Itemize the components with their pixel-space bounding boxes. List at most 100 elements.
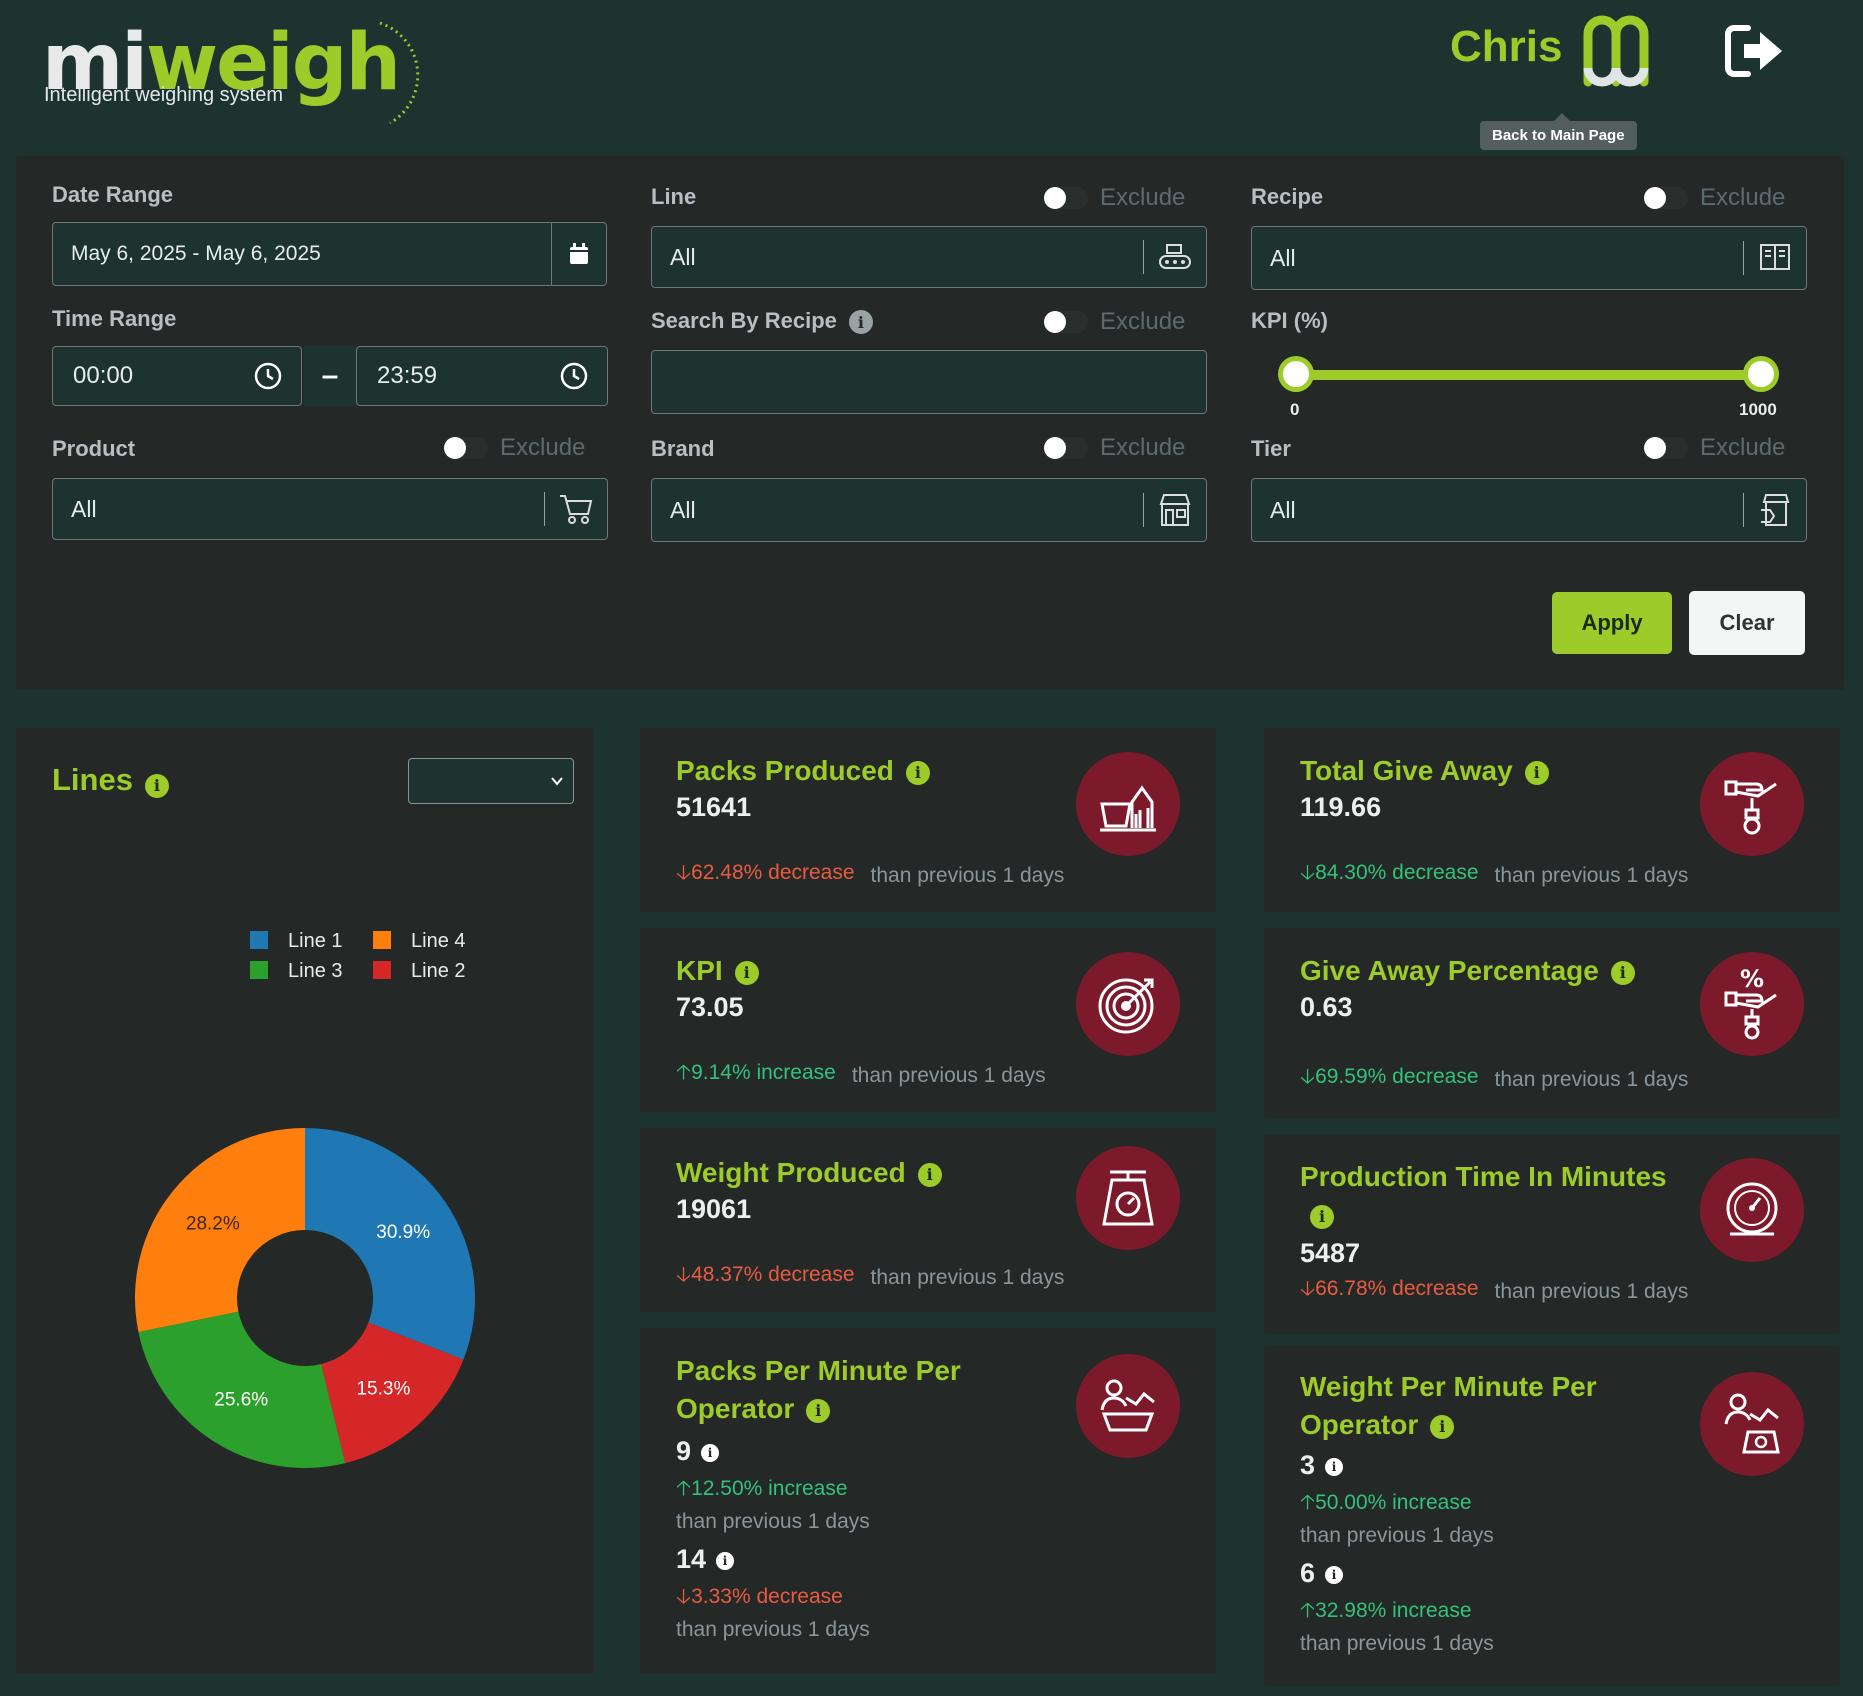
kpi-slider-track[interactable]: [1296, 370, 1761, 380]
weight-produced-card: Weight Produced i 19061 🡣48.37% decrease …: [640, 1128, 1216, 1312]
line-exclude-toggle[interactable]: [1044, 187, 1088, 209]
change-down: 🡣48.37% decrease: [676, 1263, 855, 1286]
slice-line-1[interactable]: [305, 1128, 475, 1360]
give-away-percentage-title: Give Away Percentage i: [1300, 952, 1635, 990]
compare-text: than previous 1 days: [1300, 1632, 1494, 1655]
info-icon[interactable]: i: [734, 960, 759, 985]
kpi-value: 73.05: [676, 992, 744, 1022]
total-give-away-value: 119.66: [1300, 792, 1382, 822]
divider: [544, 492, 545, 526]
info-icon[interactable]: i: [1310, 1204, 1334, 1229]
info-icon[interactable]: i: [917, 1162, 942, 1187]
brand-select[interactable]: All: [651, 478, 1207, 542]
date-range-value: May 6, 2025 - May 6, 2025: [71, 242, 321, 265]
info-icon[interactable]: i: [716, 1551, 735, 1570]
weight-produced-title: Weight Produced i: [676, 1154, 942, 1192]
logout-icon[interactable]: [1722, 22, 1786, 80]
divider: [1143, 493, 1144, 527]
legend-label: Line 3: [288, 960, 343, 982]
back-to-main-tooltip: Back to Main Page: [1480, 113, 1637, 150]
search-recipe-exclude-toggle[interactable]: [1044, 311, 1088, 333]
info-icon[interactable]: i: [1325, 1565, 1344, 1584]
slice-line-3[interactable]: [138, 1311, 346, 1468]
time-range-label: Time Range: [52, 306, 177, 331]
recipe-exclude-toggle[interactable]: [1644, 187, 1688, 209]
packs-produced-change: 🡣62.48% decrease than previous 1 days: [676, 858, 1064, 893]
tier-select[interactable]: All: [1251, 478, 1807, 542]
info-icon[interactable]: i: [848, 310, 873, 335]
slice-line-2[interactable]: [321, 1322, 464, 1464]
compare-text: than previous 1 days: [1494, 1279, 1689, 1303]
home-logo-icon[interactable]: [1580, 12, 1664, 102]
calendar-icon: [570, 243, 588, 264]
kpi-slider-min-handle[interactable]: [1278, 356, 1314, 392]
tier-exclude-toggle[interactable]: [1644, 437, 1688, 459]
weight-per-minute-change-1: 🡡50.00% increase: [1300, 1491, 1472, 1514]
product-select[interactable]: All: [52, 478, 608, 540]
exclude-label: Exclude: [1700, 434, 1786, 461]
kpi-range-label: KPI (%): [1251, 308, 1328, 333]
product-exclude: Exclude: [444, 434, 585, 462]
legend-label: Line 2: [411, 960, 466, 982]
legend-label: Line 4: [411, 930, 466, 952]
tier-tag-icon: [1744, 492, 1806, 528]
storefront-icon: [1144, 492, 1206, 528]
brand-exclude-toggle[interactable]: [1044, 437, 1088, 459]
brand-value: All: [670, 496, 696, 523]
arrow-down-icon: 🡣: [1300, 1065, 1316, 1088]
exclude-label: Exclude: [1100, 308, 1186, 335]
legend-item-line-3[interactable]: Line 3: [250, 960, 343, 982]
packs-produced-card: Packs Produced i 51641 🡣62.48% decrease t…: [640, 728, 1216, 912]
line-value: All: [670, 243, 696, 270]
clock-icon[interactable]: [253, 361, 283, 391]
end-time-value: 23:59: [377, 362, 438, 389]
info-icon[interactable]: i: [806, 1398, 831, 1423]
brand-exclude: Exclude: [1044, 434, 1185, 462]
apply-button[interactable]: Apply: [1552, 592, 1672, 654]
info-icon[interactable]: i: [1430, 1414, 1455, 1439]
total-give-away-change: 🡣84.30% decrease than previous 1 days: [1300, 858, 1688, 893]
tier-exclude: Exclude: [1644, 434, 1785, 462]
target-icon: [1076, 952, 1180, 1056]
line-select[interactable]: All: [651, 226, 1207, 288]
lines-card: Lines i Line 1 Line 4 Line 3 Line 2 30.9% 15.3…: [16, 728, 594, 1674]
production-time-change: 🡣66.78% decrease than previous 1 days: [1300, 1274, 1688, 1309]
compare-text: than previous 1 days: [1494, 1067, 1689, 1091]
compare-text: than previous 1 days: [870, 863, 1065, 887]
info-icon[interactable]: i: [1610, 960, 1635, 985]
clear-button[interactable]: Clear: [1689, 591, 1805, 655]
slice-line-4[interactable]: [135, 1128, 305, 1332]
product-exclude-toggle[interactable]: [444, 437, 488, 459]
info-icon[interactable]: i: [701, 1443, 720, 1462]
info-icon[interactable]: i: [144, 773, 169, 798]
arrow-up-icon: 🡡: [1300, 1599, 1316, 1622]
kpi-slider-max-handle[interactable]: [1743, 356, 1779, 392]
info-icon[interactable]: i: [1325, 1457, 1344, 1476]
user-name[interactable]: Chris: [1450, 22, 1563, 71]
arrow-down-icon: 🡣: [676, 1263, 692, 1286]
search-recipe-exclude: Exclude: [1044, 308, 1185, 336]
recipe-select[interactable]: All: [1251, 226, 1807, 290]
info-icon[interactable]: i: [905, 760, 930, 785]
clock-icon[interactable]: [559, 361, 589, 391]
date-range-input[interactable]: May 6, 2025 - May 6, 2025: [52, 222, 552, 286]
start-time-input[interactable]: 00:00: [52, 346, 302, 406]
search-recipe-input[interactable]: [651, 350, 1207, 414]
info-icon[interactable]: i: [1524, 760, 1549, 785]
end-time-input[interactable]: 23:59: [356, 346, 608, 406]
lines-dropdown[interactable]: [408, 758, 574, 804]
weight-produced-change: 🡣48.37% decrease than previous 1 days: [676, 1260, 1064, 1295]
exclude-label: Exclude: [1700, 184, 1786, 211]
exclude-label: Exclude: [500, 434, 586, 461]
calendar-button[interactable]: [551, 222, 607, 286]
give-away-percentage-change: 🡣69.59% decrease than previous 1 days: [1300, 1062, 1688, 1097]
compare-text: than previous 1 days: [851, 1063, 1046, 1087]
legend-item-line-2[interactable]: Line 2: [373, 960, 466, 982]
slice-label: 25.6%: [214, 1389, 268, 1410]
conveyor-icon: [1144, 242, 1206, 272]
legend-item-line-1[interactable]: Line 1: [250, 930, 343, 952]
legend-item-line-4[interactable]: Line 4: [373, 930, 466, 952]
